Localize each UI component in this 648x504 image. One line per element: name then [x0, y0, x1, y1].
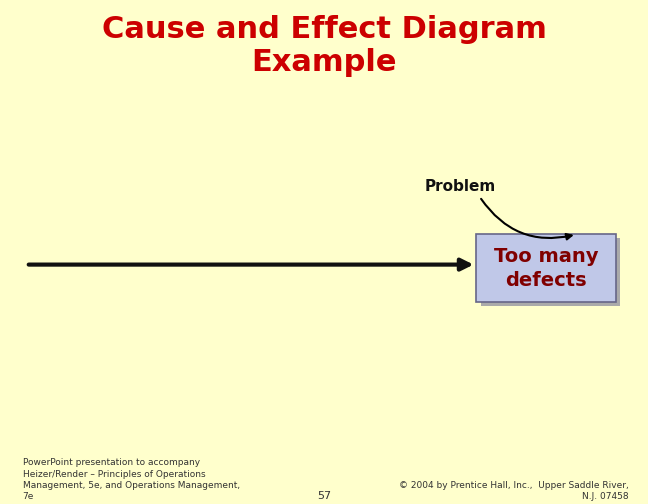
- Text: Problem: Problem: [424, 179, 496, 194]
- Text: 57: 57: [317, 491, 331, 501]
- Text: Cause and Effect Diagram
Example: Cause and Effect Diagram Example: [102, 15, 546, 77]
- Text: Too many
defects: Too many defects: [494, 247, 598, 290]
- FancyBboxPatch shape: [476, 234, 616, 302]
- Text: PowerPoint presentation to accompany
Heizer/Render – Principles of Operations
Ma: PowerPoint presentation to accompany Hei…: [23, 458, 240, 501]
- FancyBboxPatch shape: [481, 238, 620, 306]
- Text: © 2004 by Prentice Hall, Inc.,  Upper Saddle River,
N.J. 07458: © 2004 by Prentice Hall, Inc., Upper Sad…: [399, 481, 629, 501]
